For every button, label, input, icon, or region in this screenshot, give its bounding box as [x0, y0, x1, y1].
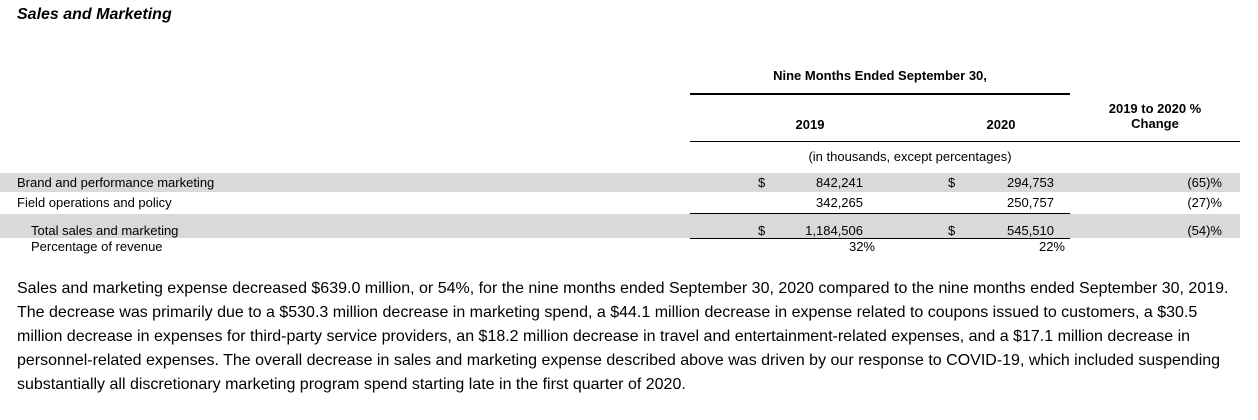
percent-change: (54)% [1187, 223, 1222, 238]
value-2019: 32% [848, 239, 875, 254]
column-header-2019: 2019 [795, 117, 825, 132]
value-2020: 294,753 [1007, 175, 1054, 190]
value-2019: 1,184,506 [805, 223, 863, 238]
section-title: Sales and Marketing [17, 6, 172, 23]
total-rule-2020 [880, 238, 1070, 239]
row-band-total [0, 214, 1240, 238]
value-2019: 842,241 [816, 175, 863, 190]
row-label: Percentage of revenue [31, 239, 163, 254]
row-label: Brand and performance marketing [17, 175, 215, 190]
value-2019: 342,265 [816, 195, 863, 210]
units-note: (in thousands, except percentages) [808, 149, 1012, 164]
table-row-brand-marketing: Brand and performance marketing $ 842,24… [0, 174, 1240, 192]
table-row-percentage-revenue: Percentage of revenue 32% 22% [0, 239, 1240, 255]
currency-2019: $ [758, 175, 766, 190]
percent-change: (65)% [1187, 175, 1222, 190]
change-header-line2: Change [1131, 116, 1179, 131]
column-header-2020: 2020 [986, 117, 1016, 132]
row-label: Total sales and marketing [31, 223, 179, 238]
row-band-brand [0, 173, 1240, 192]
period-header: Nine Months Ended September 30, [773, 68, 987, 83]
subtotal-rule-2019 [690, 213, 880, 214]
header-rule [690, 93, 1070, 95]
column-header-rule [690, 141, 1240, 142]
currency-2020: $ [948, 223, 956, 238]
body-paragraph: Sales and marketing expense decreased $6… [17, 280, 1229, 393]
subtotal-rule-2020 [880, 213, 1070, 214]
row-label: Field operations and policy [17, 195, 172, 210]
change-header-line1: 2019 to 2020 % [1108, 101, 1202, 116]
table-row-field-operations: Field operations and policy 342,265 250,… [0, 194, 1240, 212]
total-rule-2019 [690, 238, 880, 239]
table-row-total: Total sales and marketing $ 1,184,506 $ … [0, 222, 1240, 238]
currency-2020: $ [948, 175, 956, 190]
currency-2019: $ [758, 223, 766, 238]
value-2020: 22% [1038, 239, 1065, 254]
value-2020: 250,757 [1007, 195, 1054, 210]
value-2020: 545,510 [1007, 223, 1054, 238]
column-header-change: 2019 to 2020 % Change [1075, 101, 1235, 131]
percent-change: (27)% [1187, 195, 1222, 210]
